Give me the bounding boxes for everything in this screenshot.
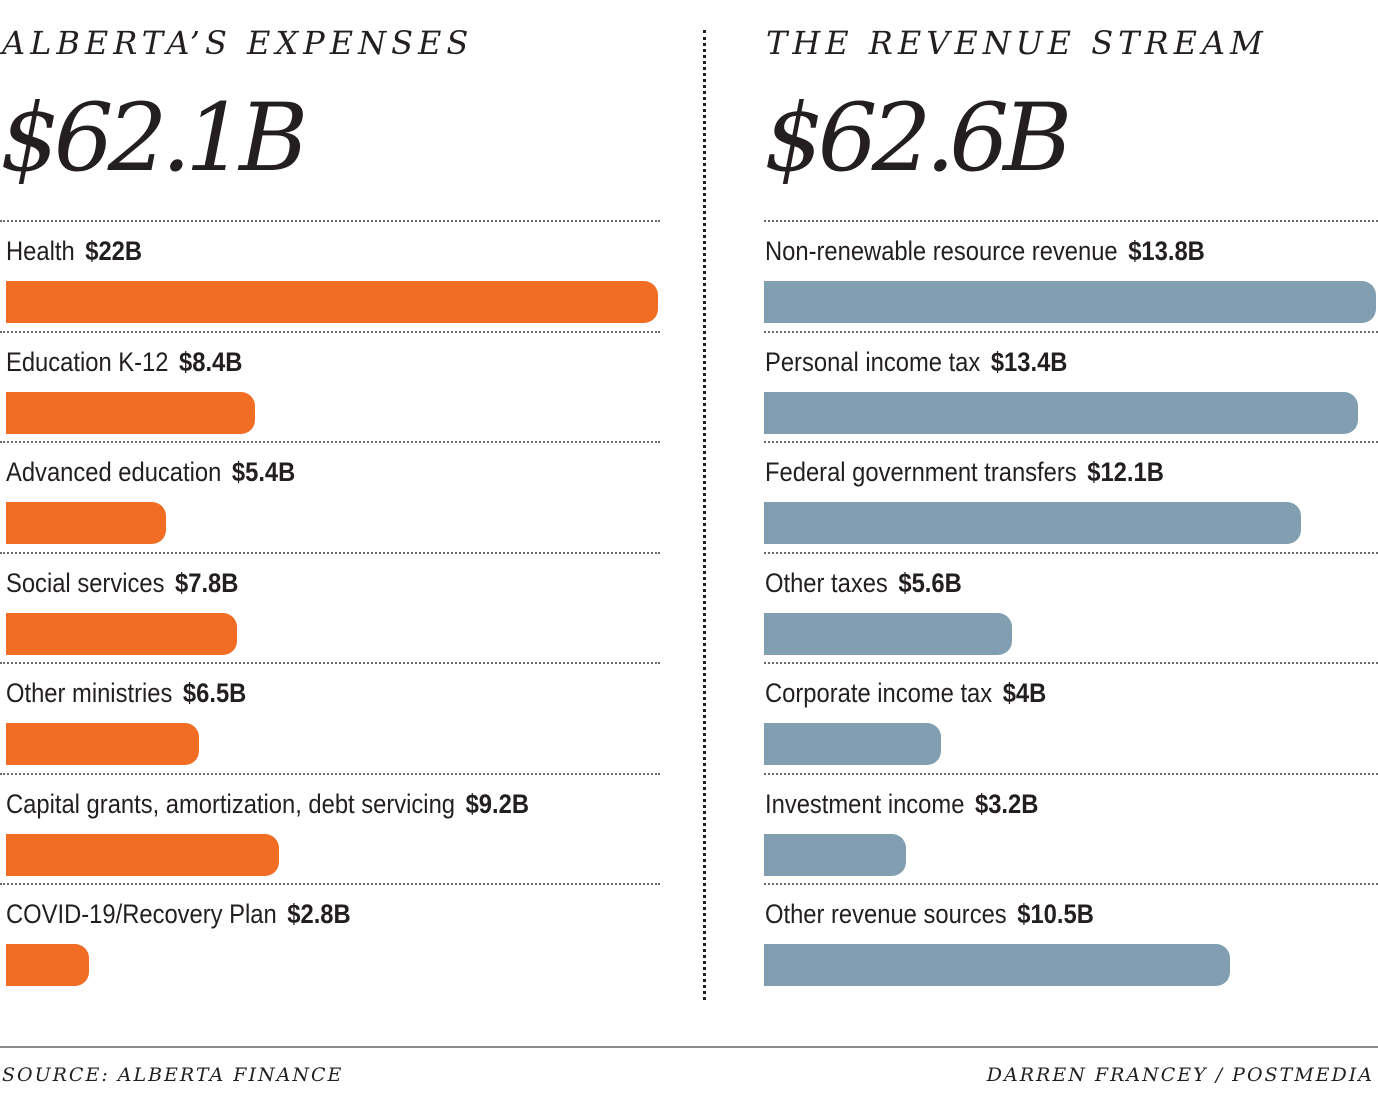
expense-label: Social services $7.8B: [6, 568, 238, 599]
category-name: Corporate income tax: [765, 678, 993, 708]
footer-rule: [0, 1046, 1378, 1048]
expense-bar: [6, 391, 255, 434]
expense-row: Social services $7.8B: [0, 551, 660, 663]
category-name: Investment income: [765, 788, 965, 819]
value-label: $5.6B: [898, 567, 962, 598]
value-label: $13.8B: [1128, 236, 1205, 266]
expense-label: Education K-12 $8.4B: [6, 347, 242, 378]
revenue-row: Corporate income tax $4B: [764, 662, 1378, 773]
source-credit: SOURCE: ALBERTA FINANCE: [2, 1064, 344, 1086]
revenue-bar: [764, 502, 1301, 544]
revenue-label: Other taxes $5.6B: [765, 568, 962, 599]
revenue-label: Federal government transfers $12.1B: [765, 457, 1164, 488]
value-label: $22B: [85, 236, 143, 266]
expense-label: Capital grants, amortization, debt servi…: [6, 789, 529, 820]
revenue-label: Corporate income tax $4B: [765, 678, 1046, 709]
revenue-row: Personal income tax $13.4B: [764, 330, 1378, 442]
revenue-label: Personal income tax $13.4B: [765, 347, 1067, 378]
author-credit: DARREN FRANCEY / POSTMEDIA: [986, 1064, 1374, 1086]
category-name: Advanced education: [6, 457, 222, 487]
expense-label: COVID-19/Recovery Plan $2.8B: [6, 899, 351, 930]
value-label: $13.4B: [990, 346, 1068, 377]
revenue-title: THE REVENUE STREAM: [766, 24, 1268, 62]
value-label: $9.2B: [465, 788, 529, 819]
expense-bar: [6, 281, 658, 323]
revenue-label: Other revenue sources $10.5B: [765, 899, 1094, 930]
revenue-label: Non-renewable resource revenue $13.8B: [765, 236, 1205, 267]
expense-bar: [6, 502, 166, 544]
category-name: Health: [6, 236, 75, 266]
category-name: Federal government transfers: [765, 457, 1077, 487]
column-divider: [703, 30, 706, 1000]
value-label: $7.8B: [175, 567, 239, 598]
value-label: $6.5B: [182, 678, 247, 708]
expenses-rows: Health $22B Education K-12 $8.4B Advanced ed…: [0, 220, 660, 994]
value-label: $4B: [1002, 678, 1047, 708]
revenue-row: Non-renewable resource revenue $13.8B: [764, 220, 1378, 331]
value-label: $12.1B: [1087, 457, 1164, 487]
revenue-row: Federal government transfers $12.1B: [764, 441, 1378, 552]
revenue-row: Other revenue sources $10.5B: [764, 883, 1378, 994]
category-name: Social services: [6, 567, 165, 598]
category-name: Personal income tax: [765, 346, 981, 377]
revenue-total: $62.6B: [764, 84, 1072, 193]
expense-row: COVID-19/Recovery Plan $2.8B: [0, 883, 660, 994]
expenses-total: $62.1B: [0, 84, 308, 193]
category-name: Non-renewable resource revenue: [765, 236, 1118, 266]
category-name: Other ministries: [6, 678, 173, 708]
value-label: $10.5B: [1017, 899, 1094, 929]
category-name: Education K-12: [6, 346, 169, 377]
category-name: COVID-19/Recovery Plan: [6, 899, 277, 929]
revenue-bar: [764, 944, 1230, 986]
expense-bar: [6, 612, 237, 655]
revenue-bar: [764, 723, 941, 765]
expense-label: Other ministries $6.5B: [6, 678, 246, 709]
value-label: $8.4B: [179, 346, 243, 377]
expense-bar: [6, 833, 279, 876]
expense-row: Education K-12 $8.4B: [0, 330, 660, 442]
revenue-bar: [764, 281, 1376, 323]
expenses-title: ALBERTA’S EXPENSES: [2, 24, 474, 62]
category-name: Other taxes: [765, 567, 888, 598]
revenue-label: Investment income $3.2B: [765, 789, 1038, 820]
revenue-rows: Non-renewable resource revenue $13.8B Pers…: [764, 220, 1378, 994]
category-name: Other revenue sources: [765, 899, 1007, 929]
expense-row: Other ministries $6.5B: [0, 662, 660, 773]
expense-row: Capital grants, amortization, debt servi…: [0, 772, 660, 884]
expense-bar: [6, 944, 89, 986]
revenue-bar: [764, 391, 1358, 434]
value-label: $5.4B: [231, 457, 296, 487]
value-label: $2.8B: [287, 899, 351, 929]
revenue-bar: [764, 833, 906, 876]
revenue-bar: [764, 612, 1012, 655]
category-name: Capital grants, amortization, debt servi…: [6, 788, 456, 819]
revenue-row: Investment income $3.2B: [764, 772, 1378, 884]
value-label: $3.2B: [974, 788, 1039, 819]
expense-label: Health $22B: [6, 236, 142, 267]
expense-bar: [6, 723, 199, 765]
expense-label: Advanced education $5.4B: [6, 457, 295, 488]
expense-row: Health $22B: [0, 220, 660, 331]
revenue-row: Other taxes $5.6B: [764, 551, 1378, 663]
expense-row: Advanced education $5.4B: [0, 441, 660, 552]
